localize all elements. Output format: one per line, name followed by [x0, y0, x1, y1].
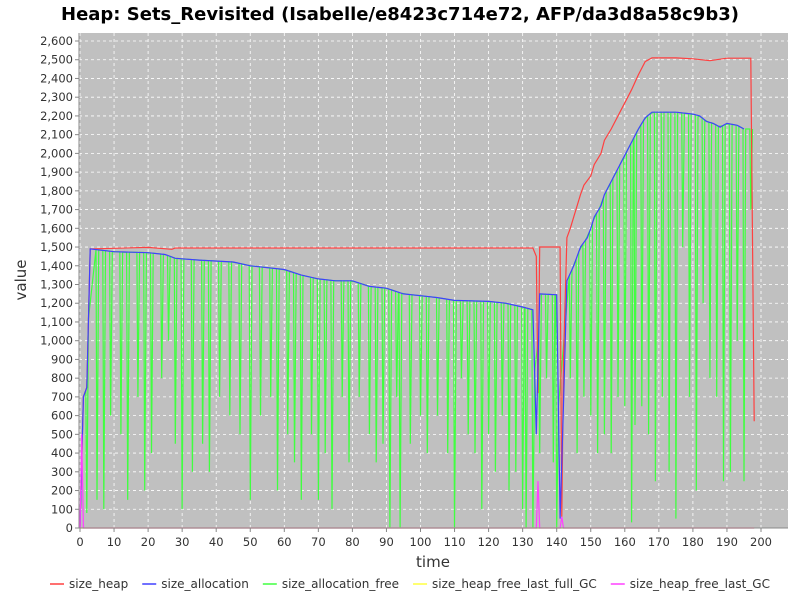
- x-tick-label: 160: [614, 535, 636, 549]
- y-tick-label: 2,500: [40, 53, 73, 67]
- y-tick-label: 2,000: [40, 146, 73, 160]
- y-tick-label: 1,500: [40, 240, 73, 254]
- x-tick-label: 40: [209, 535, 224, 549]
- x-axis-label: time: [416, 553, 450, 571]
- x-tick-label: 30: [175, 535, 190, 549]
- y-tick-label: 500: [51, 427, 73, 441]
- plot-area: [79, 33, 788, 528]
- y-axis-label: value: [12, 260, 30, 301]
- legend-label: size_allocation: [161, 577, 249, 591]
- x-tick-label: 190: [716, 535, 738, 549]
- axes: 01002003004005006007008009001,0001,1001,…: [40, 33, 788, 549]
- y-tick-label: 1,800: [40, 184, 73, 198]
- series-line-size-heap-free-last-GC: [79, 434, 755, 529]
- x-tick-label: 70: [311, 535, 326, 549]
- x-tick-label: 150: [580, 535, 602, 549]
- x-tick-label: 120: [478, 535, 500, 549]
- x-tick-label: 140: [546, 535, 568, 549]
- x-tick-label: 100: [410, 535, 432, 549]
- y-tick-label: 1,900: [40, 165, 73, 179]
- chart-title: Heap: Sets_Revisited (Isabelle/e8423c714…: [61, 4, 739, 25]
- y-tick-label: 1,000: [40, 334, 73, 348]
- x-tick-label: 0: [76, 535, 83, 549]
- legend-label: size_heap: [69, 577, 128, 591]
- x-tick-label: 130: [512, 535, 534, 549]
- x-tick-label: 180: [682, 535, 704, 549]
- y-tick-label: 0: [66, 521, 73, 535]
- y-tick-label: 2,300: [40, 90, 73, 104]
- x-tick-label: 90: [379, 535, 394, 549]
- y-tick-label: 200: [51, 484, 73, 498]
- y-tick-label: 400: [51, 446, 73, 460]
- legend-label: size_allocation_free: [282, 577, 399, 591]
- x-tick-label: 80: [345, 535, 360, 549]
- x-tick-label: 170: [648, 535, 670, 549]
- x-tick-label: 110: [444, 535, 466, 549]
- y-tick-label: 2,200: [40, 109, 73, 123]
- y-tick-label: 2,600: [40, 34, 73, 48]
- series-line-size-allocation: [79, 111, 745, 529]
- x-tick-label: 10: [107, 535, 122, 549]
- y-tick-label: 1,400: [40, 259, 73, 273]
- y-tick-label: 700: [51, 390, 73, 404]
- y-tick-label: 2,400: [40, 71, 73, 85]
- legend-label: size_heap_free_last_full_GC: [432, 577, 597, 591]
- y-tick-label: 1,200: [40, 296, 73, 310]
- x-tick-label: 200: [750, 535, 772, 549]
- y-tick-label: 300: [51, 465, 73, 479]
- y-tick-label: 100: [51, 502, 73, 516]
- y-tick-label: 900: [51, 352, 73, 366]
- y-tick-label: 800: [51, 371, 73, 385]
- y-tick-label: 1,700: [40, 203, 73, 217]
- y-tick-label: 1,100: [40, 315, 73, 329]
- legend: size_heap size_allocation size_allocation_…: [50, 577, 770, 591]
- y-tick-label: 2,100: [40, 128, 73, 142]
- y-tick-label: 600: [51, 409, 73, 423]
- x-tick-label: 50: [243, 535, 258, 549]
- series-line-size-heap: [79, 57, 755, 529]
- x-tick-label: 60: [277, 535, 292, 549]
- x-tick-label: 20: [141, 535, 156, 549]
- legend-label: size_heap_free_last_GC: [630, 577, 770, 591]
- y-tick-label: 1,300: [40, 278, 73, 292]
- y-tick-label: 1,600: [40, 221, 73, 235]
